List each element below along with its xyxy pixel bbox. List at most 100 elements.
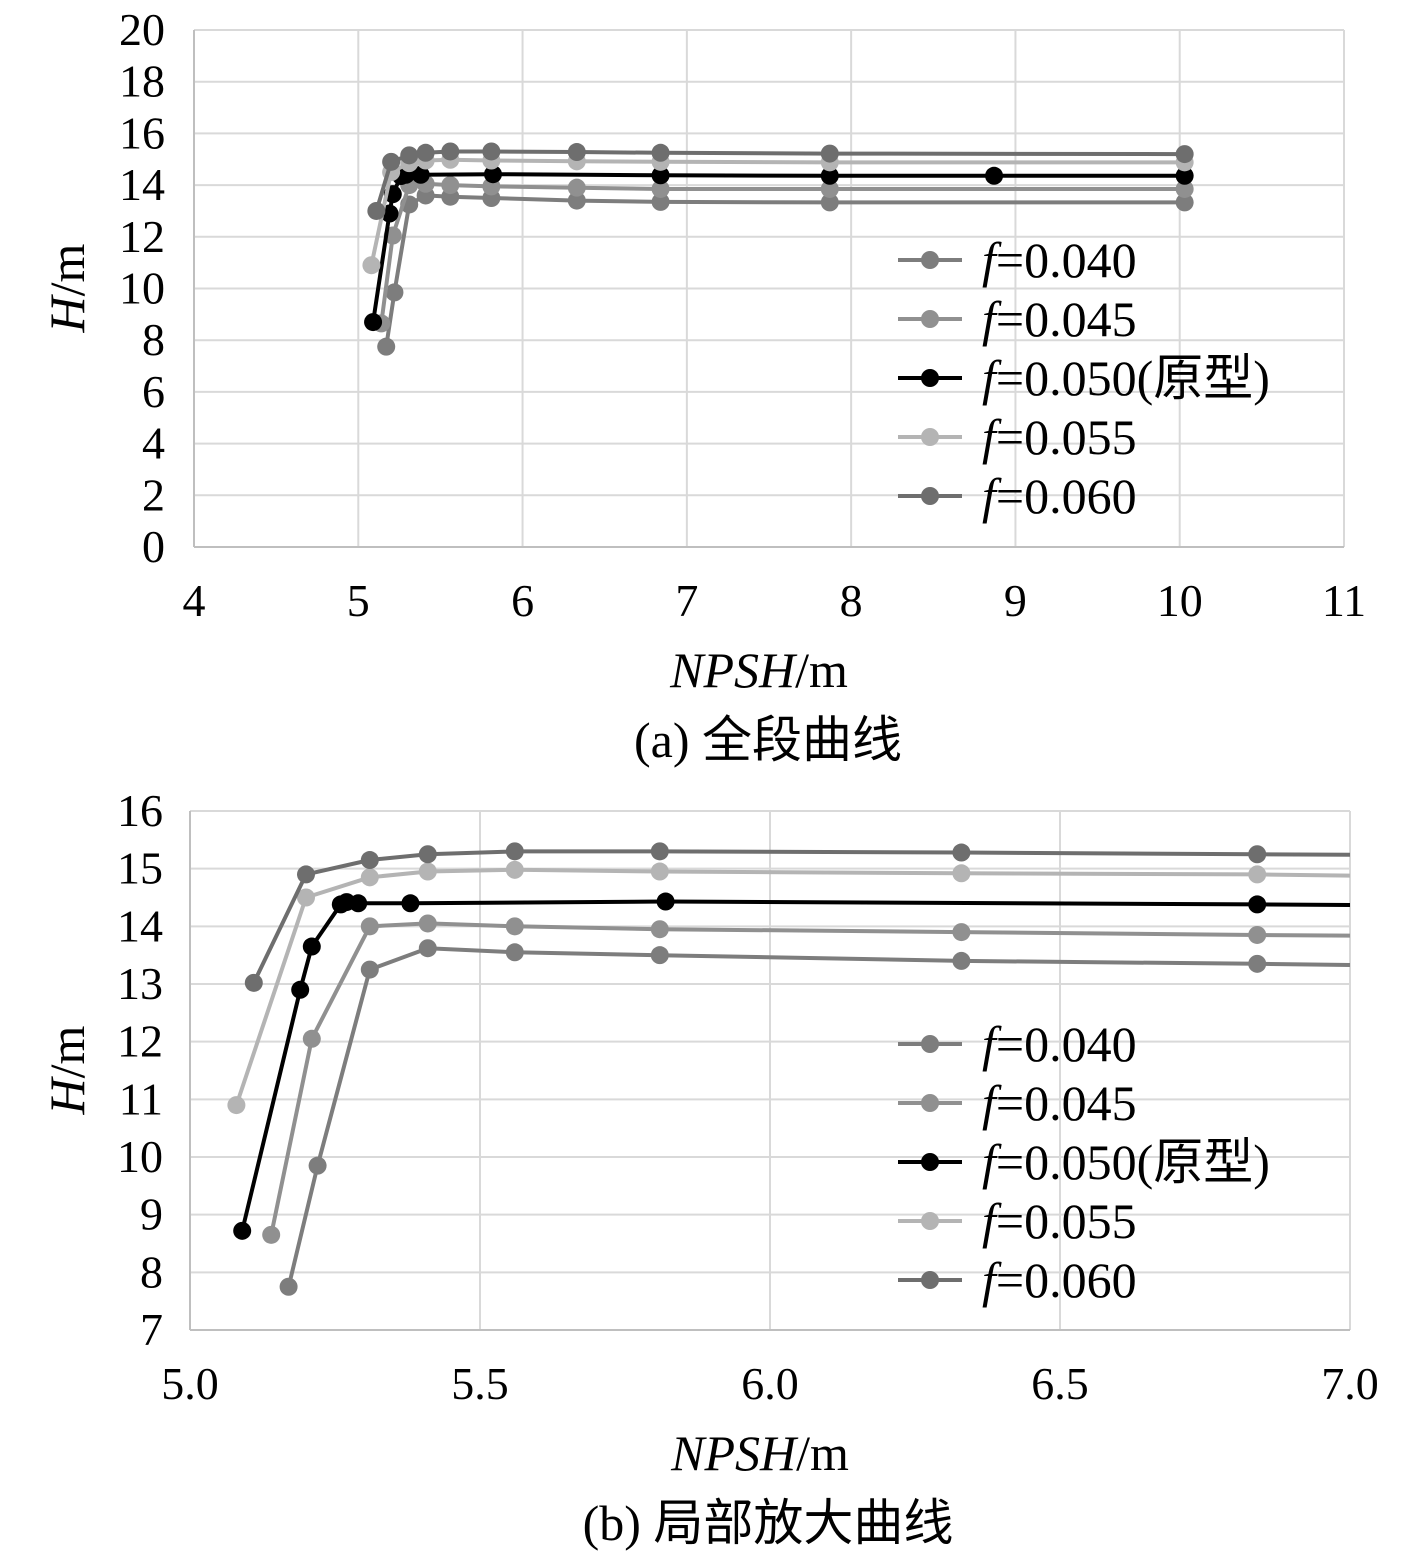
- data-point: [418, 862, 437, 881]
- data-point: [360, 851, 379, 870]
- data-point: [1248, 845, 1267, 864]
- series-line: [374, 149, 1185, 212]
- data-point: [302, 1029, 321, 1048]
- y-tick-label: 20: [119, 4, 165, 55]
- legend-label: f=0.060: [982, 1252, 1137, 1308]
- data-point: [952, 864, 971, 883]
- legend-swatch-marker: [921, 1153, 939, 1171]
- data-point: [985, 166, 1004, 185]
- y-tick-label: 18: [119, 56, 165, 107]
- data-point: [418, 939, 437, 958]
- data-point: [505, 917, 524, 936]
- data-point: [297, 888, 315, 907]
- y-tick-label: 8: [140, 1246, 163, 1297]
- data-point: [308, 1156, 327, 1175]
- data-point: [233, 1221, 252, 1240]
- legend-entry: f=0.040: [898, 232, 1137, 288]
- data-point: [1175, 193, 1194, 212]
- data-point: [302, 937, 321, 956]
- legend-label-value: =0.055: [996, 1193, 1137, 1249]
- legend-swatch-marker: [921, 251, 939, 269]
- y-tick-label: 14: [119, 159, 165, 210]
- series-4: [244, 842, 1350, 992]
- legend-entry: f=0.050(原型): [898, 1134, 1270, 1190]
- data-point: [952, 843, 971, 862]
- legend-label-value: =0.050(原型): [996, 1134, 1270, 1190]
- series-1: [262, 914, 1350, 1244]
- y-axis-title-unit: /m: [39, 1025, 95, 1078]
- x-axis-title-unit: /m: [795, 642, 848, 698]
- x-tick-label: 8: [840, 575, 863, 626]
- y-tick-label: 16: [117, 785, 163, 836]
- data-point: [279, 1277, 298, 1296]
- y-tick-label: 14: [117, 900, 163, 951]
- data-point: [820, 193, 839, 212]
- y-axis-title-var: H: [39, 1075, 95, 1115]
- data-point: [382, 152, 401, 171]
- data-point: [418, 914, 437, 933]
- x-tick-label: 5.0: [161, 1358, 219, 1409]
- data-point: [416, 143, 435, 162]
- legend-entry: f=0.060: [898, 1252, 1137, 1308]
- data-point: [567, 143, 586, 162]
- data-point: [291, 980, 310, 999]
- data-point: [367, 201, 386, 220]
- y-tick-label: 7: [140, 1304, 163, 1355]
- legend-label: f=0.055: [982, 1193, 1137, 1249]
- y-tick-label: 2: [142, 469, 165, 520]
- data-point: [1175, 166, 1194, 185]
- x-tick-label: 6.5: [1031, 1358, 1089, 1409]
- y-tick-label: 6: [142, 366, 165, 417]
- panel-caption: (a) 全段曲线: [634, 712, 902, 768]
- x-axis-title-var: NPSH: [669, 642, 798, 698]
- data-point: [651, 143, 670, 162]
- y-tick-label: 0: [142, 521, 165, 572]
- legend-label-value: =0.060: [996, 1252, 1137, 1308]
- data-point: [364, 313, 383, 332]
- y-axis-title: H/m: [39, 243, 95, 333]
- x-tick-label: 10: [1157, 575, 1203, 626]
- series-0: [377, 186, 1194, 356]
- legend-swatch-marker: [921, 1212, 939, 1230]
- data-point: [820, 179, 839, 198]
- series-line: [286, 946, 1350, 1288]
- y-tick-label: 15: [117, 843, 163, 894]
- x-axis-title: NPSH/m: [670, 1425, 849, 1481]
- legend-swatch-marker: [921, 1094, 939, 1112]
- data-point: [651, 179, 670, 198]
- x-axis-title-var: NPSH: [670, 1425, 799, 1481]
- x-tick-label: 11: [1322, 575, 1366, 626]
- y-tick-label: 8: [142, 314, 165, 365]
- legend-label: f=0.040: [982, 232, 1137, 288]
- x-tick-label: 4: [183, 575, 206, 626]
- data-point: [505, 860, 524, 879]
- data-point: [952, 951, 971, 970]
- legend-entry: f=0.050(原型): [898, 350, 1270, 406]
- data-point: [650, 920, 669, 939]
- legend-label-value: =0.055: [996, 409, 1137, 465]
- y-axis-title-var: H: [39, 293, 95, 333]
- series-2: [233, 892, 1350, 1240]
- legend-label: f=0.045: [982, 291, 1137, 347]
- y-axis-title: H/m: [39, 1025, 95, 1115]
- data-point: [650, 946, 669, 965]
- legend-label-value: =0.060: [996, 468, 1137, 524]
- series-2: [364, 165, 1194, 332]
- data-point: [505, 842, 524, 861]
- x-tick-label: 9: [1004, 575, 1027, 626]
- data-point: [377, 337, 396, 356]
- series-0: [279, 939, 1350, 1296]
- data-point: [360, 868, 379, 887]
- y-tick-label: 13: [117, 958, 163, 1009]
- series-line: [379, 181, 1185, 324]
- data-point: [227, 1096, 246, 1115]
- y-tick-label: 9: [140, 1189, 163, 1240]
- data-point: [1248, 895, 1267, 914]
- series-4: [367, 142, 1194, 220]
- legend-label-value: =0.045: [996, 1075, 1137, 1131]
- data-point: [349, 894, 368, 913]
- data-point: [820, 144, 839, 163]
